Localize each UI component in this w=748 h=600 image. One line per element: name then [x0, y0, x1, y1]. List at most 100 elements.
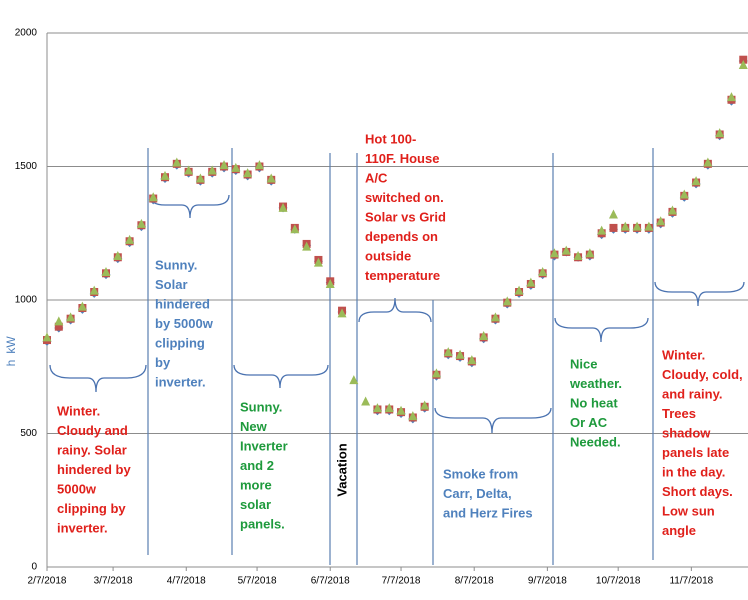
point: [125, 234, 135, 244]
annotation: Hot 100-: [365, 131, 416, 146]
annotation: Winter.: [662, 347, 705, 362]
point: [160, 170, 170, 180]
point: [420, 400, 430, 410]
annotation: panels.: [240, 516, 285, 531]
point: [361, 396, 371, 406]
point: [396, 405, 406, 415]
braces: [49, 194, 745, 434]
point: [679, 189, 689, 199]
annotation: Vacation: [334, 443, 349, 497]
point: [656, 216, 666, 226]
annotation: more: [240, 477, 272, 492]
point: [738, 60, 748, 70]
point: [207, 165, 217, 175]
point: [726, 92, 736, 102]
annotation: 110F. House: [365, 151, 439, 166]
annotation: and rainy.: [662, 386, 722, 401]
point: [597, 225, 607, 235]
y-axis-label: kW: [4, 336, 18, 354]
point: [490, 312, 500, 322]
annotation: Cloudy and: [57, 423, 128, 438]
point: [502, 296, 512, 306]
point: [148, 192, 158, 202]
point: [455, 349, 465, 359]
point: [514, 285, 524, 295]
point: [372, 403, 382, 413]
brace: [654, 281, 745, 307]
annotation: Trees: [662, 406, 696, 421]
point: [739, 55, 748, 64]
point: [54, 316, 64, 326]
y-tick-label: 500: [20, 428, 37, 439]
x-tick-label: 8/7/2018: [455, 576, 494, 587]
annotation: temperature: [365, 268, 440, 283]
annotation: by 5000w: [155, 316, 214, 331]
point: [302, 241, 312, 251]
point: [585, 248, 595, 258]
x-tick-label: 11/7/2018: [669, 576, 713, 587]
point: [77, 301, 87, 311]
annotation: Nice: [570, 356, 597, 371]
point: [384, 403, 394, 413]
annotation: outside: [365, 248, 411, 263]
point: [266, 173, 276, 183]
point: [290, 224, 300, 234]
point: [254, 160, 264, 170]
series: [42, 60, 748, 421]
x-tick-label: 4/7/2018: [167, 576, 206, 587]
annotation: Solar: [155, 277, 188, 292]
annotation: Or AC: [570, 415, 608, 430]
annotation: Low sun: [662, 503, 715, 518]
point: [195, 173, 205, 183]
annotation: panels late: [662, 445, 729, 460]
annotation: depends on: [365, 229, 438, 244]
point: [66, 312, 76, 322]
point: [443, 347, 453, 357]
point: [561, 245, 571, 255]
point: [538, 266, 548, 276]
annotation: inverter.: [57, 520, 108, 535]
annotation: Needed.: [570, 434, 621, 449]
point: [526, 277, 536, 287]
brace: [49, 364, 147, 393]
point: [243, 168, 253, 178]
grid: [46, 32, 748, 568]
annotation: Winter.: [57, 403, 100, 418]
annotation: solar: [240, 497, 271, 512]
point: [325, 278, 335, 288]
annotation: and Herz Fires: [443, 505, 533, 520]
y-tick-label: 2000: [15, 28, 38, 39]
annotation: inverter.: [155, 374, 206, 389]
x-tick-label: 10/7/2018: [596, 576, 641, 587]
point: [101, 266, 111, 276]
point: [278, 202, 288, 212]
point: [231, 162, 241, 172]
point: [620, 221, 630, 231]
brace: [554, 317, 649, 343]
annotation: and 2: [240, 458, 274, 473]
annotation: hindered by: [57, 462, 131, 477]
point: [89, 285, 99, 295]
point: [467, 355, 477, 365]
point: [632, 221, 642, 231]
point: [42, 332, 52, 342]
annotation: Short days.: [662, 484, 733, 499]
y-tick-label: 0: [31, 562, 37, 573]
point: [219, 160, 229, 170]
point: [609, 223, 618, 232]
point: [172, 157, 182, 167]
y-tick-label: 1500: [15, 161, 38, 172]
annotation: Sunny.: [155, 257, 197, 272]
point: [337, 308, 347, 318]
y-axis-label: h: [4, 360, 18, 367]
y-tick-label: 1000: [15, 295, 38, 306]
annotation: angle: [662, 523, 696, 538]
brace: [233, 364, 329, 389]
annotation: in the day.: [662, 464, 725, 479]
point: [479, 331, 489, 341]
annotation: clipping: [155, 335, 205, 350]
point: [715, 128, 725, 138]
point: [667, 205, 677, 215]
annotation: A/C: [365, 170, 388, 185]
